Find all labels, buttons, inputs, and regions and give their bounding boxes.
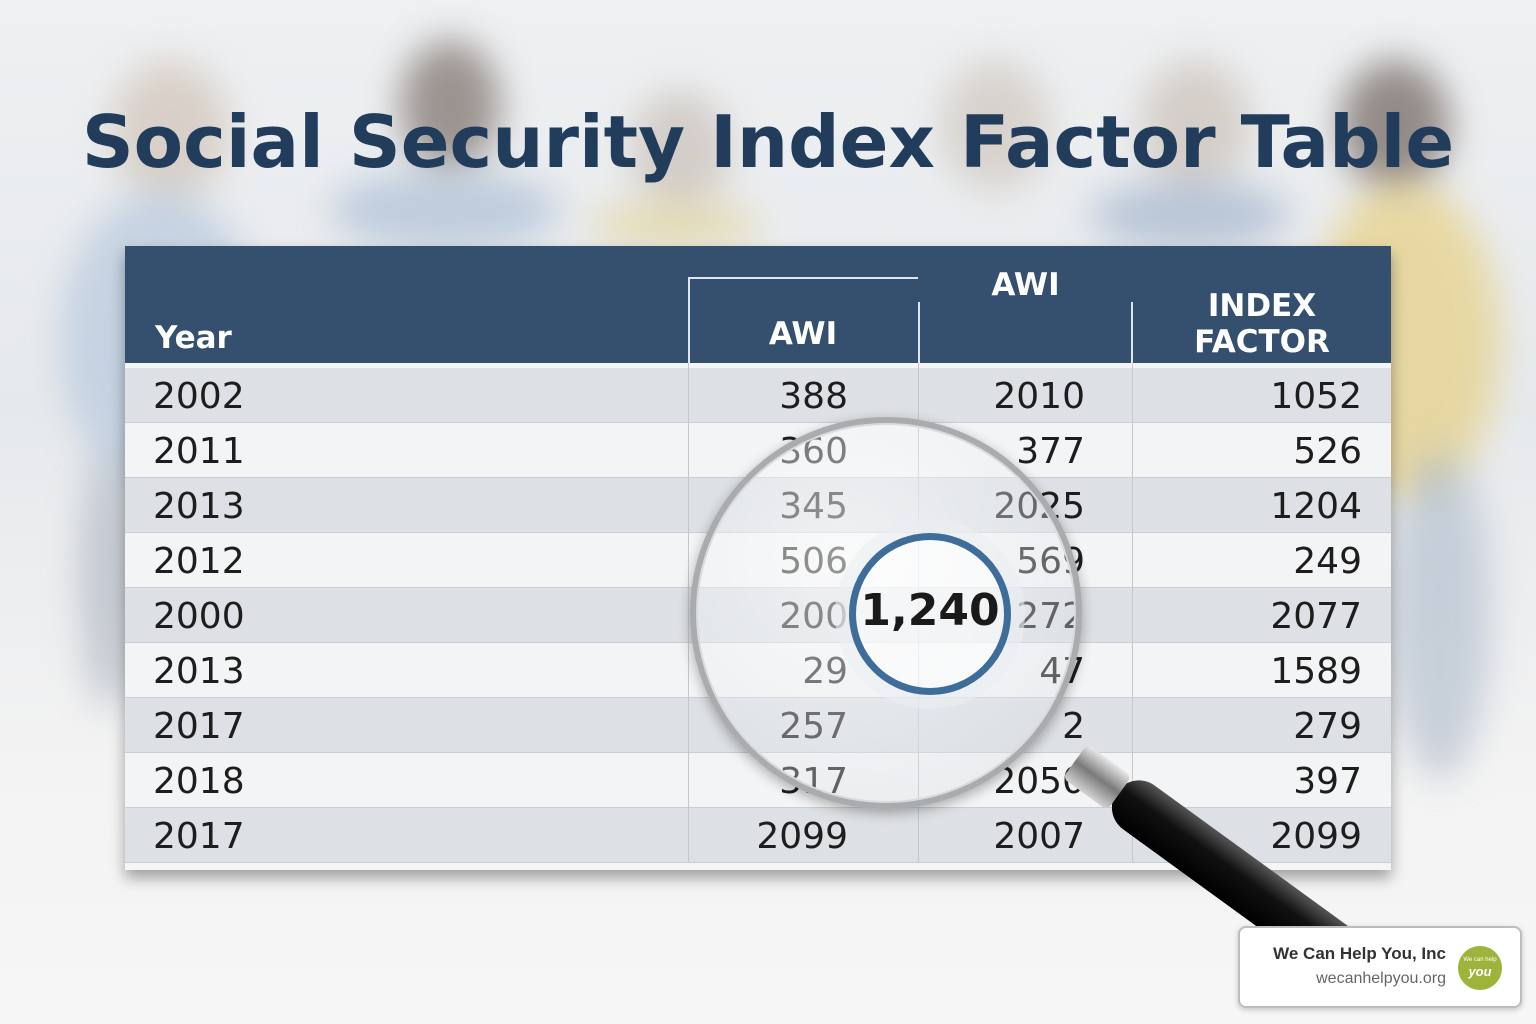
cell-awi: 388 bbox=[779, 376, 848, 417]
cell-year: 2000 bbox=[153, 596, 245, 637]
brand-url[interactable]: wecanhelpyou.org bbox=[1316, 970, 1446, 987]
brand-name: We Can Help You, Inc bbox=[1273, 944, 1446, 963]
cell-awi: 2099 bbox=[756, 816, 848, 857]
cell-awi-2: 2 bbox=[1062, 706, 1085, 747]
cell-index-factor: 1204 bbox=[1270, 486, 1362, 527]
cell-index-factor: 526 bbox=[1293, 431, 1362, 472]
cell-year: 2018 bbox=[153, 761, 245, 802]
cell-index-factor: 397 bbox=[1293, 761, 1362, 802]
header-year: Year bbox=[155, 320, 232, 356]
brand-badge[interactable]: We Can Help You, Inc wecanhelpyou.org We… bbox=[1238, 926, 1522, 1008]
cell-index-factor: 279 bbox=[1293, 706, 1362, 747]
cell-awi-2: 377 bbox=[1016, 431, 1085, 472]
column-divider bbox=[1132, 363, 1133, 862]
cell-index-factor: 249 bbox=[1293, 541, 1362, 582]
cell-year: 2017 bbox=[153, 706, 245, 747]
cell-year: 2012 bbox=[153, 541, 245, 582]
page-title: Social Security Index Factor Table bbox=[81, 100, 1455, 184]
header-group-box bbox=[688, 277, 1133, 363]
header-awi: AWI bbox=[768, 316, 838, 352]
header-index-line: INDEX bbox=[1207, 288, 1317, 324]
header-index-factor: INDEX FACTOR bbox=[1133, 288, 1391, 360]
highlight-ring bbox=[849, 533, 1011, 695]
header-awi-2: AWI bbox=[918, 268, 1133, 302]
header-divider bbox=[918, 277, 920, 363]
logo-big-text: you bbox=[1468, 964, 1492, 979]
header-factor-line: FACTOR bbox=[1194, 324, 1330, 360]
magnified-value: 1,240 bbox=[860, 585, 1000, 636]
cell-awi-2: 2007 bbox=[993, 816, 1085, 857]
table-header: Year AWI AWI INDEX FACTOR bbox=[125, 246, 1391, 363]
logo-small-text: We can help bbox=[1463, 957, 1497, 963]
cell-index-factor: 1589 bbox=[1270, 651, 1362, 692]
column-divider bbox=[688, 363, 689, 862]
cell-year: 2013 bbox=[153, 486, 245, 527]
brand-logo: We can help you bbox=[1458, 946, 1502, 990]
table-row: 2002 388 2010 1052 bbox=[125, 368, 1391, 423]
cell-year: 2013 bbox=[153, 651, 245, 692]
cell-index-factor: 2099 bbox=[1270, 816, 1362, 857]
cell-year: 2002 bbox=[153, 376, 245, 417]
cell-year: 2017 bbox=[153, 816, 245, 857]
cell-year: 2011 bbox=[153, 431, 245, 472]
cell-index-factor: 1052 bbox=[1270, 376, 1362, 417]
cell-index-factor: 2077 bbox=[1270, 596, 1362, 637]
cell-awi-2: 2010 bbox=[993, 376, 1085, 417]
